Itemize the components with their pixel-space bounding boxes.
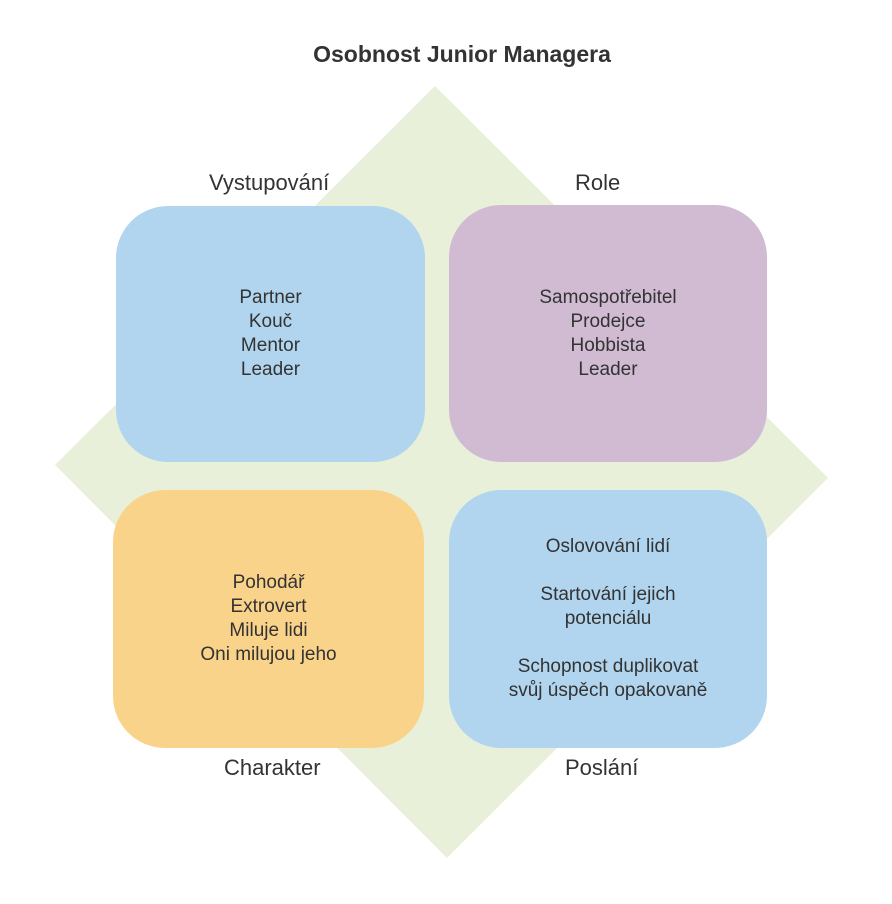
label-charakter: Charakter [224,755,321,780]
diagram-title: Osobnost Junior Managera [313,41,611,67]
item-svuj-uspech-opakovane: svůj úspěch opakovaně [508,680,708,701]
item-pohodar: Pohodář [232,572,305,593]
item-samospotrebitel: Samospotřebitel [539,286,677,308]
item-oni-milujou-jeho: Oni milujou jeho [200,644,337,665]
label-vystupovani: Vystupování [209,170,330,195]
item-schopnost-duplikovat: Schopnost duplikovat [517,656,699,677]
item-miluje-lidi: Miluje lidi [229,620,308,641]
item-hobbista: Hobbista [570,334,646,356]
item-kouc: Kouč [248,311,293,332]
item-leader: Leader [578,358,638,380]
box-role-text: Samospotřebitel Prodejce Hobbista Leader [539,286,676,382]
label-role: Role [575,170,621,195]
box-charakter-text: Pohodář Extrovert Miluje lidi Oni milujo… [200,571,336,667]
label-poslani: Poslání [565,755,639,780]
item-extrovert: Extrovert [230,596,307,617]
box-poslani-text: Oslovování lidí Startování jejich potenc… [509,535,708,703]
box-role: Samospotřebitel Prodejce Hobbista Leader [449,205,767,462]
item-partner: Partner [239,287,302,308]
item-oslovovani-lidi: Oslovování lidí [545,536,671,557]
box-charakter: Pohodář Extrovert Miluje lidi Oni milujo… [113,490,424,748]
item-mentor: Mentor [240,335,301,356]
item-potencialu: potenciálu [564,608,652,629]
item-startovani-jejich: Startování jejich [540,584,676,605]
box-poslani: Oslovování lidí Startování jejich potenc… [449,490,767,748]
item-prodejce: Prodejce [570,310,646,332]
box-vystupovani: Partner Kouč Mentor Leader [116,206,425,462]
item-leader: Leader [240,359,301,380]
box-vystupovani-text: Partner Kouč Mentor Leader [239,286,301,382]
